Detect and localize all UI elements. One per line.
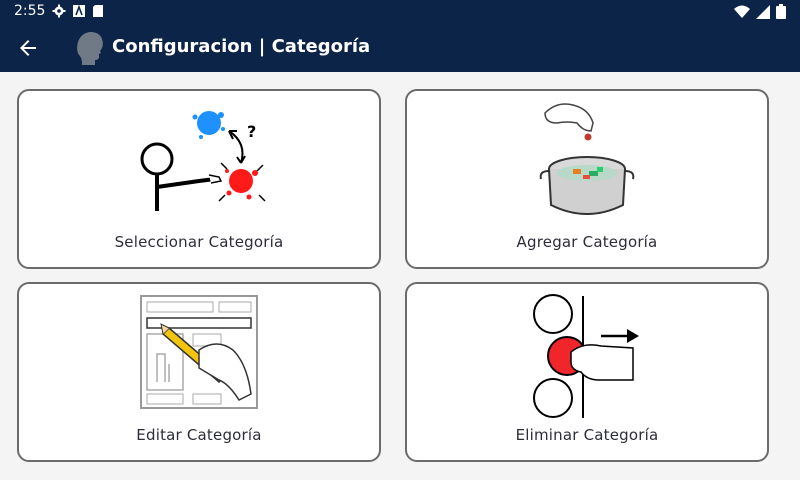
edit-category-illustration [140,295,258,409]
battery-icon [776,4,786,19]
wifi-icon [734,5,750,18]
delete-category-label: Eliminar Categoría [515,426,659,444]
add-category-card[interactable]: Agregar Categoría [405,89,769,269]
back-arrow-icon[interactable] [16,36,40,60]
select-category-illustration: ? [140,111,266,211]
app-bar: Configuracion | Categoría [0,24,800,72]
avatar-head-icon [77,31,103,66]
edit-category-card[interactable]: Editar Categoría [17,282,381,462]
settings-icon [52,4,66,18]
status-bar: 2:55 [0,0,800,24]
a-box-icon [73,4,85,17]
select-category-card[interactable]: ? Seleccionar Categoría [17,89,381,269]
select-category-label: Seleccionar Categoría [114,233,284,251]
status-time: 2:55 [14,3,46,19]
add-category-label: Agregar Categoría [516,233,658,251]
svg-text:?: ? [247,122,256,141]
sd-card-icon [93,5,103,17]
delete-category-illustration [533,294,639,418]
add-category-illustration [539,103,635,215]
page-title: Configuracion | Categoría [112,36,371,57]
signal-icon [756,4,770,19]
edit-category-label: Editar Categoría [136,426,262,444]
delete-category-card[interactable]: Eliminar Categoría [405,282,769,462]
